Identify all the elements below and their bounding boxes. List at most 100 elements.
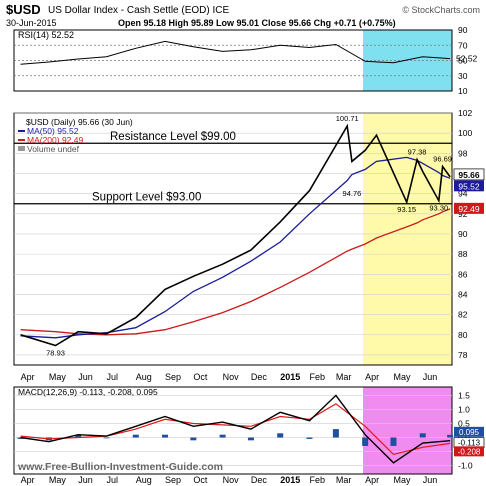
ma50-line: [20, 156, 451, 339]
macd-hist-bar: [306, 437, 313, 439]
level-label: Resistance Level $99.00: [110, 131, 236, 143]
price-highlight: [363, 113, 452, 365]
price-annotation: 96.69: [433, 155, 452, 164]
rsi-tick-label: 30: [458, 71, 468, 81]
legend-ma200: MA(200) 92.49: [27, 135, 83, 145]
macd-line: [20, 394, 451, 464]
price-tick-label: 100: [458, 128, 472, 138]
price-value-box: [453, 168, 485, 181]
ma200-line: [20, 208, 451, 336]
x-tick-label: May: [393, 475, 411, 485]
x-axis-middle: Apr May Jun Jul Aug Sep Oct Nov Dec 2015 Feb Mar Apr…: [21, 372, 438, 382]
rsi-current-label: 52.52: [456, 54, 478, 64]
x-tick-label: 2015: [280, 475, 300, 485]
price-tick-label: 78: [458, 350, 468, 360]
x-tick-label: Oct: [193, 372, 208, 382]
macd-hist-bar: [247, 437, 254, 441]
macd-hist-bar: [447, 434, 454, 438]
macd-hist-bar: [419, 433, 426, 438]
price-annotations: 100.71 97.38 96.69 94.76 93.15 93.30 78.93: [46, 114, 452, 358]
rsi-tick-label: 90: [458, 25, 468, 35]
level-lines: Resistance Level $99.00 Support Level $93…: [14, 131, 452, 205]
footer-website: www.Free-Bullion-Investment-Guide.com: [17, 461, 223, 473]
macd-value-label: 0.095: [459, 428, 480, 437]
x-tick-label: 2015: [280, 372, 300, 382]
x-tick-label: May: [393, 372, 411, 382]
rsi-panel: RSI(14) 52.52 90 70 50 30 10 52.52: [13, 25, 478, 96]
macd-hist-bar: [332, 429, 339, 438]
macd-tick-label: 1.0: [458, 404, 470, 414]
x-tick-label: Apr: [365, 372, 379, 382]
macd-frame: [13, 386, 453, 475]
x-tick-label: Feb: [309, 372, 325, 382]
x-tick-label: Sep: [165, 475, 181, 485]
price-tick-label: 94: [458, 189, 468, 199]
price-tick-label: 86: [458, 269, 468, 279]
x-tick-label: Feb: [309, 475, 325, 485]
macd-highlight: [363, 387, 452, 474]
x-tick-label: Dec: [251, 475, 268, 485]
macd-value-box: [454, 426, 484, 437]
rsi-tick-label: 10: [458, 86, 468, 96]
x-tick-label: Jul: [107, 475, 119, 485]
macd-hist-bar: [190, 437, 197, 441]
x-tick-label: Dec: [251, 372, 268, 382]
legend-volume: Volume undef: [27, 144, 80, 154]
x-tick-label: Nov: [223, 475, 240, 485]
macd-hist-bar: [219, 434, 226, 438]
macd-hist-bar: [277, 433, 284, 438]
price-value-box: [454, 180, 484, 192]
legend-price: $USD (Daily) 95.66 (30 Jun): [26, 117, 133, 127]
price-annotation: 93.15: [397, 205, 416, 214]
price-line: [20, 123, 451, 347]
macd-tick-label: -1.0: [458, 461, 473, 471]
legend-ma50: MA(50) 95.52: [27, 126, 79, 136]
x-tick-label: May: [49, 372, 67, 382]
symbol-label: $USD: [6, 2, 41, 17]
price-tick-label: 82: [458, 310, 468, 320]
price-tick-label: 88: [458, 249, 468, 259]
macd-label: MACD(12,26,9) -0.113, -0.208, 0.095: [18, 387, 158, 397]
x-tick-label: Aug: [136, 475, 152, 485]
price-tick-label: 98: [458, 148, 468, 158]
x-tick-label: Apr: [21, 372, 35, 382]
date-label: 30-Jun-2015: [6, 18, 57, 28]
macd-hist-bar: [390, 437, 397, 446]
x-tick-label: Aug: [136, 372, 152, 382]
macd-hist-bar: [362, 437, 369, 446]
x-tick-label: Jun: [423, 372, 438, 382]
x-tick-label: Mar: [336, 372, 352, 382]
x-tick-label: Jul: [107, 372, 119, 382]
macd-value-label: -0.113: [458, 439, 481, 448]
rsi-grid: [14, 44, 452, 77]
price-legend: $USD (Daily) 95.66 (30 Jun) MA(50) 95.52…: [18, 117, 133, 154]
macd-value-box: [454, 446, 484, 457]
macd-hist-bar: [75, 434, 82, 438]
rsi-tick-label: 50: [458, 56, 468, 66]
macd-hist-bar: [17, 437, 24, 439]
x-tick-label: Jun: [423, 475, 438, 485]
price-tick-label: 80: [458, 330, 468, 340]
macd-hist-bar: [132, 434, 139, 438]
x-tick-label: Nov: [223, 372, 240, 382]
price-tick-label: 84: [458, 289, 468, 299]
price-annotation: 94.76: [343, 189, 362, 198]
price-annotation: 100.71: [336, 114, 359, 123]
macd-right-labels: 0.095 -0.113-0.208: [453, 426, 485, 457]
rsi-label: RSI(14) 52.52: [18, 30, 74, 40]
macd-panel: MACD(12,26,9) -0.113, -0.208, 0.095 1.5 1…: [13, 386, 485, 475]
x-tick-label: Sep: [165, 372, 181, 382]
rsi-axis: 90 70 50 30 10: [458, 25, 468, 96]
macd-histogram: [17, 429, 454, 446]
price-value-label: 95.52: [458, 181, 480, 191]
watermark-label: © StockCharts.com: [402, 5, 480, 15]
x-axis-bottom: Apr May Jun Jul Aug Sep Oct Nov Dec 2015 Feb Mar Apr…: [21, 475, 438, 485]
x-tick-label: Apr: [21, 475, 35, 485]
price-annotation: 97.38: [408, 148, 427, 157]
x-tick-label: May: [49, 475, 67, 485]
description-label: US Dollar Index - Cash Settle (EOD) ICE: [48, 5, 229, 16]
macd-value-label: -0.208: [458, 447, 481, 456]
price-tick-label: 90: [458, 229, 468, 239]
